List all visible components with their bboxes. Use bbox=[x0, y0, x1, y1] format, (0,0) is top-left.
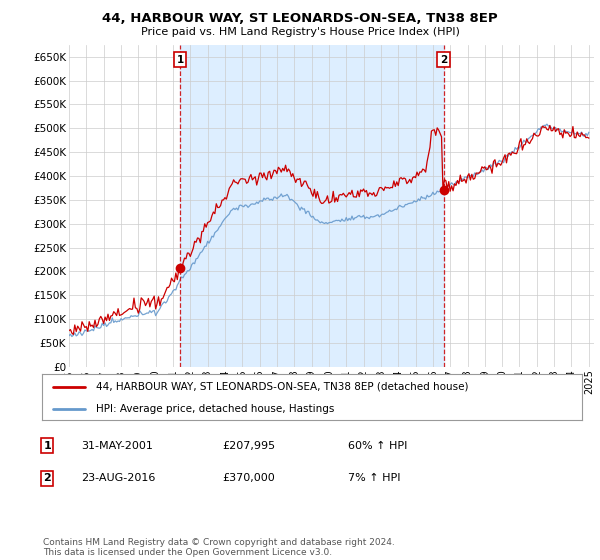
Text: 2: 2 bbox=[43, 473, 51, 483]
Text: £370,000: £370,000 bbox=[222, 473, 275, 483]
Text: 7% ↑ HPI: 7% ↑ HPI bbox=[348, 473, 401, 483]
Text: HPI: Average price, detached house, Hastings: HPI: Average price, detached house, Hast… bbox=[96, 404, 334, 413]
Text: 2: 2 bbox=[440, 54, 448, 64]
Text: 23-AUG-2016: 23-AUG-2016 bbox=[81, 473, 155, 483]
Text: Price paid vs. HM Land Registry's House Price Index (HPI): Price paid vs. HM Land Registry's House … bbox=[140, 27, 460, 37]
Text: 44, HARBOUR WAY, ST LEONARDS-ON-SEA, TN38 8EP (detached house): 44, HARBOUR WAY, ST LEONARDS-ON-SEA, TN3… bbox=[96, 382, 469, 392]
Text: £207,995: £207,995 bbox=[222, 441, 275, 451]
Text: 1: 1 bbox=[43, 441, 51, 451]
Text: 60% ↑ HPI: 60% ↑ HPI bbox=[348, 441, 407, 451]
Text: 31-MAY-2001: 31-MAY-2001 bbox=[81, 441, 153, 451]
Bar bbox=[180, 45, 443, 367]
Text: 1: 1 bbox=[176, 54, 184, 64]
Text: Contains HM Land Registry data © Crown copyright and database right 2024.
This d: Contains HM Land Registry data © Crown c… bbox=[43, 538, 395, 557]
Text: 44, HARBOUR WAY, ST LEONARDS-ON-SEA, TN38 8EP: 44, HARBOUR WAY, ST LEONARDS-ON-SEA, TN3… bbox=[102, 12, 498, 25]
